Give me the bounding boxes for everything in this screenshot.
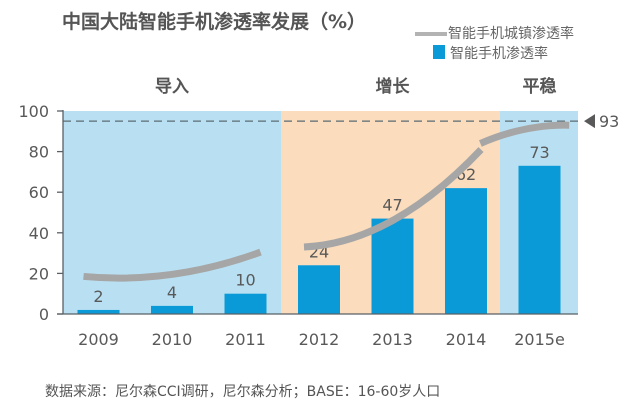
bar (371, 218, 414, 314)
x-tick-label: 2009 (78, 330, 119, 349)
legend-label-bar: 智能手机渗透率 (450, 45, 548, 62)
bar-value-label: 4 (167, 283, 177, 302)
urban-penetration-curve (83, 121, 570, 282)
x-tick-label: 2010 (152, 330, 193, 349)
legend: 智能手机城镇渗透率 智能手机渗透率 (415, 25, 574, 62)
bar (298, 265, 340, 314)
axes (57, 110, 578, 315)
x-ticks: 2009 2010 2011 2012 2013 2014 2015e (78, 330, 565, 349)
source-note: 数据来源：尼尔森CCI调研，尼尔森分析；BASE：16-60岁人口 (45, 384, 440, 400)
bar (445, 188, 487, 314)
legend-bar-swatch (433, 45, 445, 59)
bar (77, 309, 120, 314)
x-tick-label: 2013 (372, 330, 413, 349)
bar (518, 165, 561, 314)
y-tick-label: 60 (29, 183, 49, 202)
phase-label: 平稳 (523, 76, 557, 97)
chart-title: 中国大陆智能手机渗透率发展（%） (62, 10, 366, 33)
curve-segment (303, 147, 484, 251)
phase-labels: 导入 增长 平稳 (155, 76, 557, 97)
bar-value-label: 73 (529, 143, 549, 162)
x-tick-label: 2011 (225, 330, 266, 349)
bar (224, 293, 267, 314)
y-tick-label: 20 (29, 264, 49, 283)
y-tick-label: 80 (29, 143, 49, 162)
bar-value-label: 2 (93, 287, 103, 306)
curve-segment (479, 121, 570, 147)
phase-label: 增长 (376, 76, 411, 97)
curve-segment (83, 248, 262, 282)
x-tick-label: 2012 (299, 330, 340, 349)
bar-value-label: 47 (382, 196, 402, 215)
bar-value-label: 10 (235, 271, 255, 290)
x-tick-label: 2014 (446, 330, 487, 349)
bar (151, 305, 193, 314)
legend-label-line: 智能手机城镇渗透率 (448, 25, 574, 42)
y-ticks: 0 20 40 60 80 100 (18, 102, 63, 324)
phase-label: 导入 (155, 77, 189, 97)
x-tick-label: 2015e (514, 330, 565, 349)
reference-value-label: 93 (599, 112, 619, 131)
y-tick-label: 0 (39, 305, 49, 324)
phase-backgrounds (63, 111, 578, 314)
reference-line: 93 (63, 112, 619, 131)
y-tick-label: 40 (29, 224, 49, 243)
bars (77, 165, 561, 314)
reference-arrow-icon (584, 114, 595, 129)
y-tick-label: 100 (18, 102, 49, 121)
